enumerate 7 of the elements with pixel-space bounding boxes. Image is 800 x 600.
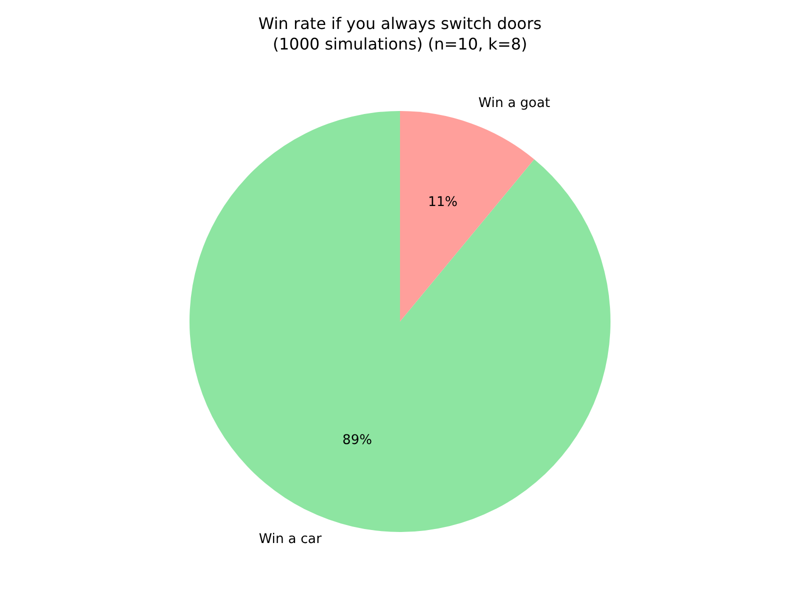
- chart-title: Win rate if you always switch doors (1000 simulations) (n=10, k=8): [258, 14, 542, 53]
- slice-label: Win a goat: [478, 96, 550, 112]
- slice-label: Win a car: [258, 532, 322, 547]
- pie-slice: [400, 111, 534, 322]
- data-label: 11%: [428, 195, 458, 210]
- data-label: 89%: [342, 432, 372, 448]
- pie-slice: [190, 111, 610, 532]
